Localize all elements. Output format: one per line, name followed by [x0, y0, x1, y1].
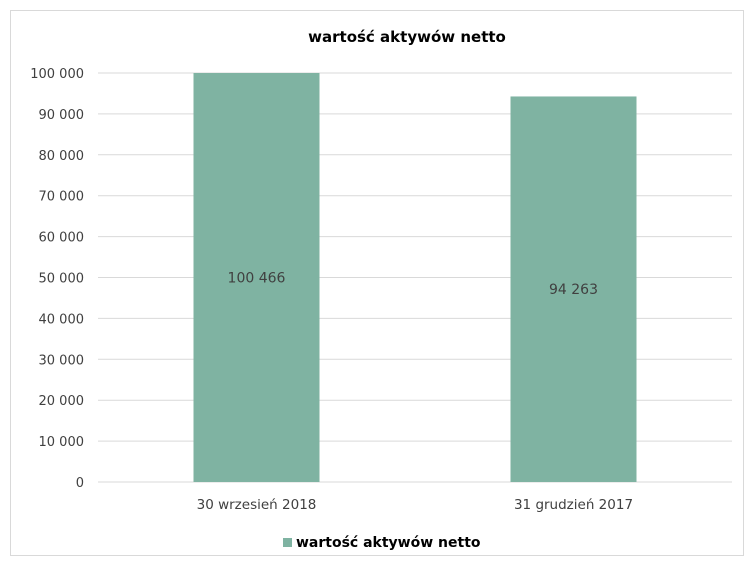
y-tick-label: 100 000	[30, 67, 84, 82]
data-label: 94 263	[549, 282, 598, 298]
y-tick-label: 0	[76, 476, 84, 491]
y-axis-tick-labels: 0 10 000 20 000 30 000 40 000 50 000 60 000 70 …	[30, 67, 84, 491]
y-tick-label: 10 000	[39, 435, 85, 450]
data-label: 100 466	[228, 271, 286, 287]
category-label: 31 grudzień 2017	[514, 497, 633, 513]
chart-title: wartość aktywów netto	[308, 28, 506, 46]
y-tick-label: 90 000	[39, 108, 85, 123]
bars	[193, 73, 637, 483]
y-tick-label: 50 000	[39, 272, 85, 287]
category-label: 30 wrzesień 2018	[197, 497, 317, 513]
bar	[193, 73, 320, 482]
data-labels: 100 466 94 263	[228, 271, 598, 299]
legend-swatch	[283, 538, 292, 547]
y-tick-label: 20 000	[39, 394, 85, 409]
y-tick-label: 30 000	[39, 353, 85, 368]
legend-label: wartość aktywów netto	[296, 535, 481, 551]
legend: wartość aktywów netto	[283, 535, 481, 551]
y-tick-label: 80 000	[39, 149, 85, 164]
y-tick-label: 40 000	[39, 312, 85, 327]
x-axis-category-labels: 30 wrzesień 2018 31 grudzień 2017	[197, 497, 633, 513]
y-tick-label: 60 000	[39, 231, 85, 246]
gridlines	[98, 72, 732, 483]
bar	[510, 96, 637, 483]
y-tick-label: 70 000	[39, 190, 85, 205]
